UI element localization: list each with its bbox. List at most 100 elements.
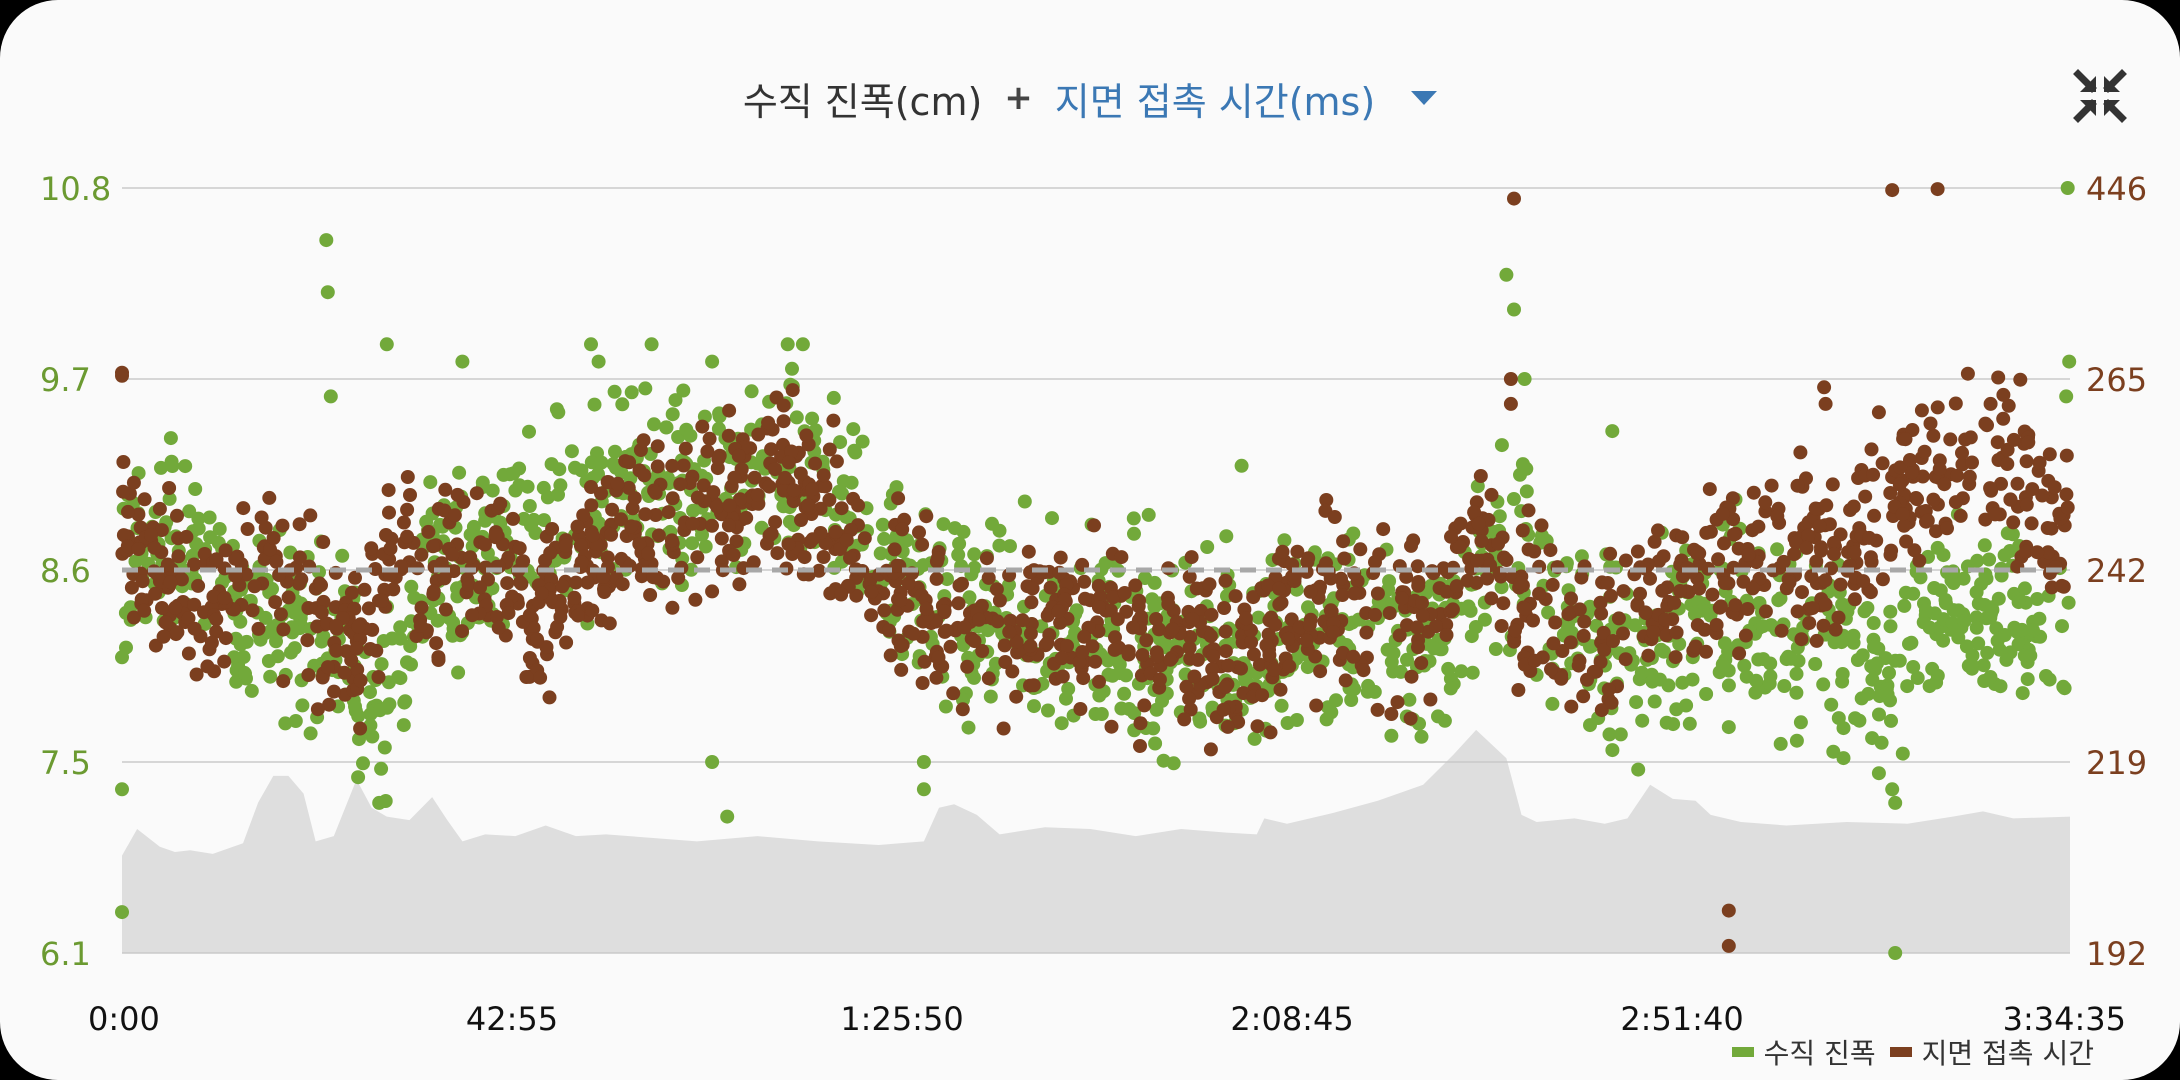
ground-contact-point [170, 508, 184, 523]
vertical-oscillation-point [508, 483, 523, 498]
vertical-oscillation-point [403, 639, 418, 654]
ground-contact-point [1404, 669, 1419, 684]
ground-contact-point [1218, 624, 1233, 639]
vertical-oscillation-point [591, 467, 605, 482]
ground-contact-point [1962, 469, 1977, 484]
ground-contact-point [839, 533, 854, 548]
vertical-oscillation-point [188, 482, 203, 496]
vertical-oscillation-point [303, 726, 318, 741]
ground-contact-point [1356, 663, 1371, 678]
ground-contact-point [1521, 542, 1536, 557]
ground-contact-point [1818, 396, 1833, 411]
ground-contact-point [1508, 623, 1522, 638]
ground-contact-point [1471, 516, 1486, 531]
vertical-oscillation-point [744, 384, 759, 399]
ground-contact-point [1511, 683, 1526, 697]
ground-contact-point [1205, 672, 1220, 686]
ground-contact-point [1382, 606, 1397, 621]
ground-contact-point [1453, 516, 1468, 531]
ground-contact-point [1452, 539, 1467, 554]
ground-contact-point [383, 541, 398, 556]
ground-contact-point [1221, 658, 1236, 673]
ground-contact-point [702, 431, 717, 446]
ground-contact-point [1218, 680, 1233, 694]
vertical-oscillation-point [1950, 623, 1965, 638]
vertical-oscillation-point [1888, 946, 1903, 960]
vertical-oscillation-point [2057, 681, 2072, 696]
vertical-oscillation-point [115, 650, 129, 665]
ground-contact-point [676, 458, 691, 473]
ground-contact-point [915, 676, 930, 690]
ground-contact-point [1470, 553, 1485, 568]
ground-contact-point [1228, 589, 1243, 604]
ground-contact-point [501, 606, 516, 621]
ground-contact-point [137, 492, 152, 507]
ground-contact-point [1817, 380, 1832, 395]
ground-contact-point [700, 444, 715, 459]
ground-contact-point [1752, 571, 1767, 586]
ground-contact-point [217, 590, 232, 605]
ground-contact-point [573, 538, 588, 553]
ground-contact-point [181, 646, 196, 661]
vertical-oscillation-point [1906, 586, 1921, 601]
ground-contact-point [1392, 628, 1407, 643]
vertical-oscillation-point [992, 538, 1007, 553]
ground-contact-point [1611, 611, 1626, 626]
ground-contact-point [1930, 400, 1945, 415]
ground-contact-point [1699, 644, 1713, 659]
ground-contact-point [1106, 590, 1121, 605]
ground-contact-point [1150, 649, 1165, 664]
vertical-oscillation-point [1977, 538, 1992, 553]
collapse-arrows-icon[interactable] [2070, 66, 2130, 126]
secondary-metric-selector[interactable]: 지면 접촉 시간(ms) [1054, 79, 1376, 124]
ground-contact-point [426, 539, 440, 554]
ground-contact-point [726, 548, 741, 562]
ground-contact-point [526, 620, 541, 635]
ground-contact-point [1903, 453, 1917, 467]
ground-contact-point [506, 511, 520, 526]
ground-contact-point [816, 468, 831, 483]
vertical-oscillation-point [1541, 605, 1556, 620]
ground-contact-point [1104, 719, 1119, 734]
ground-contact-point [513, 575, 528, 590]
ground-contact-point [266, 531, 281, 545]
ground-contact-point [952, 578, 967, 593]
vertical-oscillation-point [1789, 685, 1804, 700]
ground-contact-point [1862, 530, 1877, 545]
ground-contact-point [1319, 493, 1334, 507]
ground-contact-point [1238, 611, 1253, 626]
vertical-oscillation-point [1605, 424, 1620, 439]
ground-contact-point [1319, 556, 1333, 571]
ground-contact-point [1594, 606, 1609, 621]
vertical-oscillation-point [1054, 716, 1069, 731]
ground-contact-point [1571, 658, 1586, 673]
ground-contact-point [1281, 631, 1296, 646]
vertical-oscillation-point [665, 407, 680, 422]
ground-contact-point [1606, 634, 1620, 648]
vertical-oscillation-point [1251, 610, 1266, 625]
ground-contact-point [1179, 679, 1194, 694]
vertical-oscillation-point [659, 420, 674, 435]
ground-contact-point [643, 588, 658, 602]
ground-contact-point [1009, 689, 1024, 704]
ground-contact-point [883, 648, 898, 663]
vertical-oscillation-point [877, 531, 892, 546]
vertical-oscillation-point [1454, 664, 1469, 679]
ground-contact-point [1026, 678, 1041, 693]
ground-contact-point [1863, 550, 1878, 565]
ground-contact-point [979, 551, 994, 566]
ground-contact-point [764, 526, 779, 541]
ground-contact-point [1183, 702, 1198, 717]
ground-contact-point [315, 670, 330, 685]
caret-down-icon[interactable] [1411, 91, 1438, 105]
ground-contact-point [247, 579, 262, 594]
ground-contact-point [1746, 485, 1761, 500]
vertical-oscillation-point [239, 634, 254, 649]
vertical-oscillation-point [400, 655, 414, 670]
ground-contact-point [967, 634, 982, 649]
ground-contact-point [414, 547, 429, 562]
vertical-oscillation-point [1654, 642, 1669, 657]
ground-contact-point [1023, 639, 1038, 654]
ground-contact-point [1268, 617, 1283, 632]
vertical-oscillation-point [2020, 672, 2035, 687]
